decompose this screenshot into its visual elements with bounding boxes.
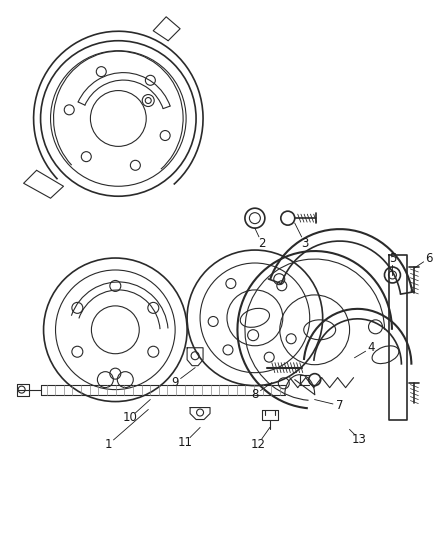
Text: 1: 1 [105,438,112,451]
Text: 8: 8 [251,388,258,401]
Text: 7: 7 [336,399,343,412]
Text: 10: 10 [123,411,138,424]
Text: 11: 11 [177,436,193,449]
Text: 3: 3 [301,237,308,249]
Text: 4: 4 [368,341,375,354]
Text: 5: 5 [389,252,396,264]
Text: 13: 13 [352,433,367,446]
Text: 12: 12 [251,438,265,451]
Text: 2: 2 [258,237,265,249]
Text: 9: 9 [171,376,179,389]
Text: 6: 6 [426,252,433,264]
